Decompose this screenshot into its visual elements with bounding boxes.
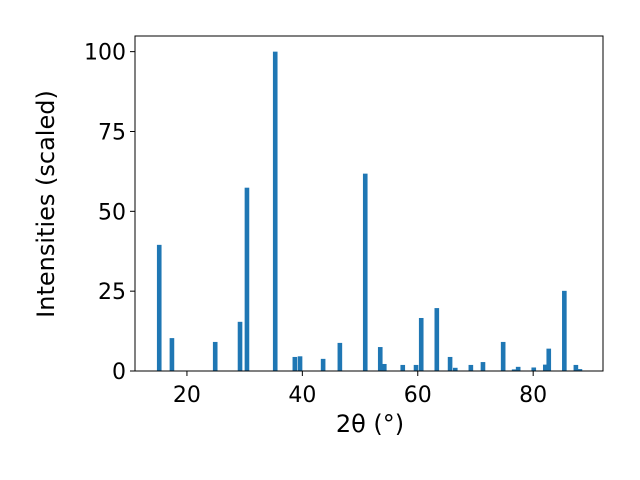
bar — [573, 364, 579, 371]
bar — [337, 342, 343, 371]
bar — [434, 308, 440, 371]
plot-frame — [134, 35, 604, 372]
y-axis-label: Intensities (scaled) — [32, 90, 60, 318]
bar — [169, 338, 175, 371]
x-tick-label: 20 — [173, 383, 201, 408]
bar — [244, 187, 250, 371]
bar — [452, 367, 458, 371]
y-tick-label: 75 — [98, 120, 126, 145]
x-tick-label: 40 — [288, 383, 316, 408]
x-tick-label: 60 — [404, 383, 432, 408]
bar — [562, 290, 567, 371]
bar — [546, 348, 552, 371]
bar — [468, 364, 474, 371]
bar — [377, 347, 383, 371]
bar — [500, 341, 506, 371]
bar — [418, 317, 424, 371]
bar — [577, 369, 583, 371]
bar — [511, 369, 517, 371]
bar — [447, 356, 453, 371]
bar — [237, 321, 243, 371]
bar — [531, 367, 537, 371]
bar — [480, 362, 486, 371]
bar — [272, 51, 278, 372]
y-tick-label: 0 — [112, 360, 126, 385]
x-axis-label: 2θ (°) — [336, 410, 404, 438]
y-tick-label: 100 — [84, 41, 126, 66]
bar — [381, 363, 387, 371]
bar — [515, 366, 521, 371]
y-tick-label: 25 — [98, 280, 126, 305]
bar — [542, 364, 548, 371]
y-tick-label: 50 — [98, 200, 126, 225]
bar — [292, 356, 298, 371]
bar — [413, 364, 419, 371]
bar — [297, 356, 303, 371]
bar — [362, 173, 368, 371]
bar — [320, 358, 326, 371]
bar — [212, 341, 218, 371]
bar — [156, 244, 162, 371]
bar — [400, 364, 406, 371]
x-tick-label: 80 — [519, 383, 547, 408]
